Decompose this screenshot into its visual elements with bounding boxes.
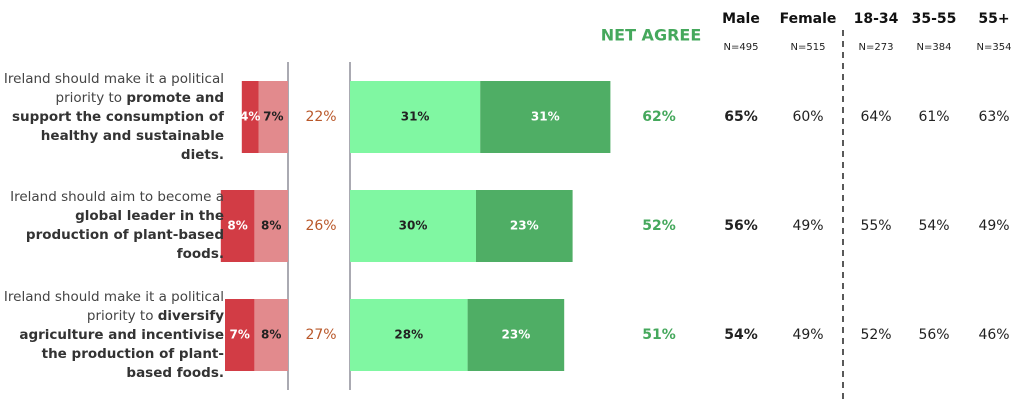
net-disagree-label: 26%	[305, 218, 336, 234]
net-agree-label: 52%	[642, 218, 676, 234]
segment-label: 8%	[261, 328, 281, 342]
bar-segment	[476, 190, 573, 262]
bar-segment	[480, 81, 611, 153]
column-header: 35-55	[912, 11, 957, 27]
table-cell: 46%	[978, 327, 1009, 343]
table-cell: 54%	[918, 218, 949, 234]
segment-label: 23%	[510, 219, 539, 233]
statement-text: Ireland should aim to become a global le…	[0, 188, 224, 264]
bar-segment	[258, 81, 288, 153]
table-cell: 61%	[918, 109, 949, 125]
column-n: N=384	[917, 42, 952, 53]
column-header: 55+	[978, 11, 1009, 27]
segment-label: 30%	[399, 219, 428, 233]
statement: Ireland should make it a political prior…	[0, 62, 224, 172]
segment-label: 28%	[394, 328, 423, 342]
table-cell: 49%	[978, 218, 1009, 234]
bar-segment	[467, 299, 565, 371]
segment-label: 7%	[263, 110, 283, 124]
bar-segment	[225, 299, 255, 371]
net-disagree-label: 22%	[305, 109, 336, 125]
bar-segment	[350, 81, 481, 153]
column-n: N=495	[724, 42, 759, 53]
table-cell: 56%	[724, 218, 758, 234]
column-n: N=354	[977, 42, 1012, 53]
segment-label: 31%	[401, 110, 430, 124]
column-header: 18-34	[854, 11, 899, 27]
segment-label: 8%	[261, 219, 281, 233]
bar-segment	[350, 299, 468, 371]
bar-segment	[241, 81, 259, 153]
net-agree-label: 62%	[642, 109, 676, 125]
column-n: N=273	[859, 42, 894, 53]
statement-plain: Ireland should aim to become a	[10, 189, 224, 205]
net-disagree-label: 27%	[305, 327, 336, 343]
table-cell: 49%	[792, 327, 823, 343]
statement-text: Ireland should make it a political prior…	[0, 288, 224, 383]
table-cell: 49%	[792, 218, 823, 234]
table-cell: 64%	[860, 109, 891, 125]
statement-bold: promote and support the consumption of h…	[11, 89, 224, 163]
statement-plain: Ireland should make it a political prior…	[3, 288, 224, 324]
segment-label: 23%	[502, 328, 531, 342]
segment-label: 31%	[531, 110, 560, 124]
table-cell: 60%	[792, 109, 823, 125]
table-cell: 65%	[724, 109, 758, 125]
statement-bold: global leader in the production of plant…	[25, 208, 224, 262]
table-cell: 55%	[860, 218, 891, 234]
statement-plain: Ireland should make it a political prior…	[3, 70, 224, 106]
statement: Ireland should make it a political prior…	[0, 280, 224, 390]
statement-bold: diversify agriculture and incentivise th…	[19, 307, 224, 381]
table-cell: 56%	[918, 327, 949, 343]
bar-segment	[350, 190, 476, 262]
bar-segment	[254, 299, 288, 371]
net-agree-label: 51%	[642, 327, 676, 343]
segment-label: 7%	[230, 328, 250, 342]
segment-label: 4%	[240, 110, 260, 124]
column-n: N=515	[791, 42, 826, 53]
statement-text: Ireland should make it a political prior…	[0, 70, 224, 165]
table-cell: 54%	[724, 327, 758, 343]
segment-label: 8%	[227, 219, 247, 233]
column-header: Female	[780, 11, 837, 27]
bar-segment	[220, 190, 255, 262]
bar-segment	[254, 190, 288, 262]
statement: Ireland should aim to become a global le…	[0, 171, 224, 281]
table-cell: 63%	[978, 109, 1009, 125]
chart-title: NET AGREE	[601, 26, 702, 45]
table-cell: 52%	[860, 327, 891, 343]
column-header: Male	[722, 11, 760, 27]
